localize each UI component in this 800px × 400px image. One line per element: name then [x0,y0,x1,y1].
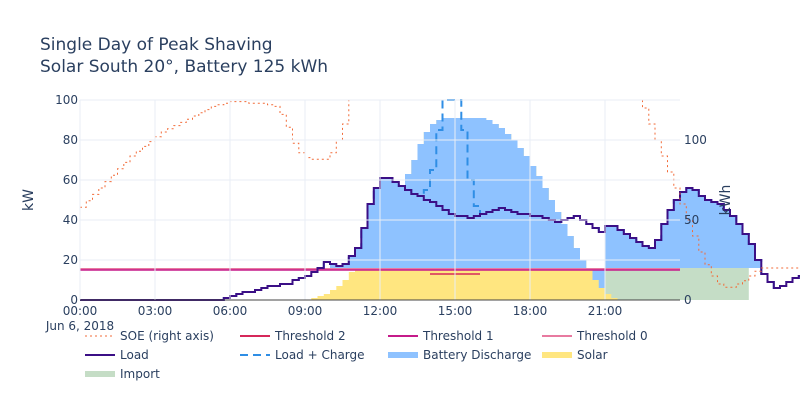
y2-tick-label: 100 [684,133,707,147]
y-tick-label: 0 [70,293,78,307]
x-tick-label: 09:00 [288,304,323,318]
x-tick-label: 18:00 [513,304,548,318]
x-tick-label: 15:00 [438,304,473,318]
legend-label: Solar [577,348,608,362]
y-tick-label: 100 [55,93,78,107]
legend-label: Threshold 1 [422,329,494,343]
y-tick-label: 20 [63,253,78,267]
legend-label: Load [120,348,149,362]
grid-lines [79,99,680,301]
x-date-label: Jun 6, 2018 [45,319,114,333]
legend-item[interactable]: Threshold 1 [388,329,494,343]
y-axis-title: kW [21,189,37,211]
legend-label: Threshold 2 [274,329,346,343]
y-tick-label: 60 [63,173,78,187]
chart-title: Single Day of Peak Shaving [40,35,273,55]
legend-item[interactable]: SOE (right axis) [85,329,214,343]
y-tick-label: 80 [63,133,78,147]
legend-item[interactable]: Import [85,367,160,381]
legend: SOE (right axis) Threshold 2 Threshold 1 Th… [85,329,648,381]
soe-line [80,99,800,288]
legend-item[interactable]: Load + Charge [240,348,365,362]
legend-label: Threshold 0 [576,329,648,343]
legend-item[interactable]: Battery Discharge [388,348,531,362]
legend-label: Load + Charge [275,348,365,362]
y2-tick-label: 0 [684,293,692,307]
battery-discharge-area [80,118,800,288]
x-tick-label: 03:00 [138,304,173,318]
plot-area [80,99,800,301]
legend-label: SOE (right axis) [120,329,214,343]
axes: 0 20 40 60 80 100 0 50 100 00:00 03:00 06:00 09:00 12… [55,93,707,318]
x-tick-label: 21:00 [588,304,623,318]
x-tick-label: 00:00 [63,304,98,318]
y2-tick-label: 50 [684,213,699,227]
y2-axis-title: kWh [718,185,734,216]
x-tick-label: 12:00 [363,304,398,318]
legend-item[interactable]: Threshold 2 [240,329,346,343]
x-tick-label: 06:00 [213,304,248,318]
legend-item[interactable]: Load [85,348,149,362]
y-tick-label: 40 [63,213,78,227]
chart-subtitle: Solar South 20°, Battery 125 kWh [40,57,328,77]
load-line [80,177,800,301]
legend-label: Battery Discharge [423,348,531,362]
legend-item[interactable]: Threshold 0 [542,329,648,343]
legend-item[interactable]: Solar [542,348,608,362]
legend-label: Import [120,367,160,381]
